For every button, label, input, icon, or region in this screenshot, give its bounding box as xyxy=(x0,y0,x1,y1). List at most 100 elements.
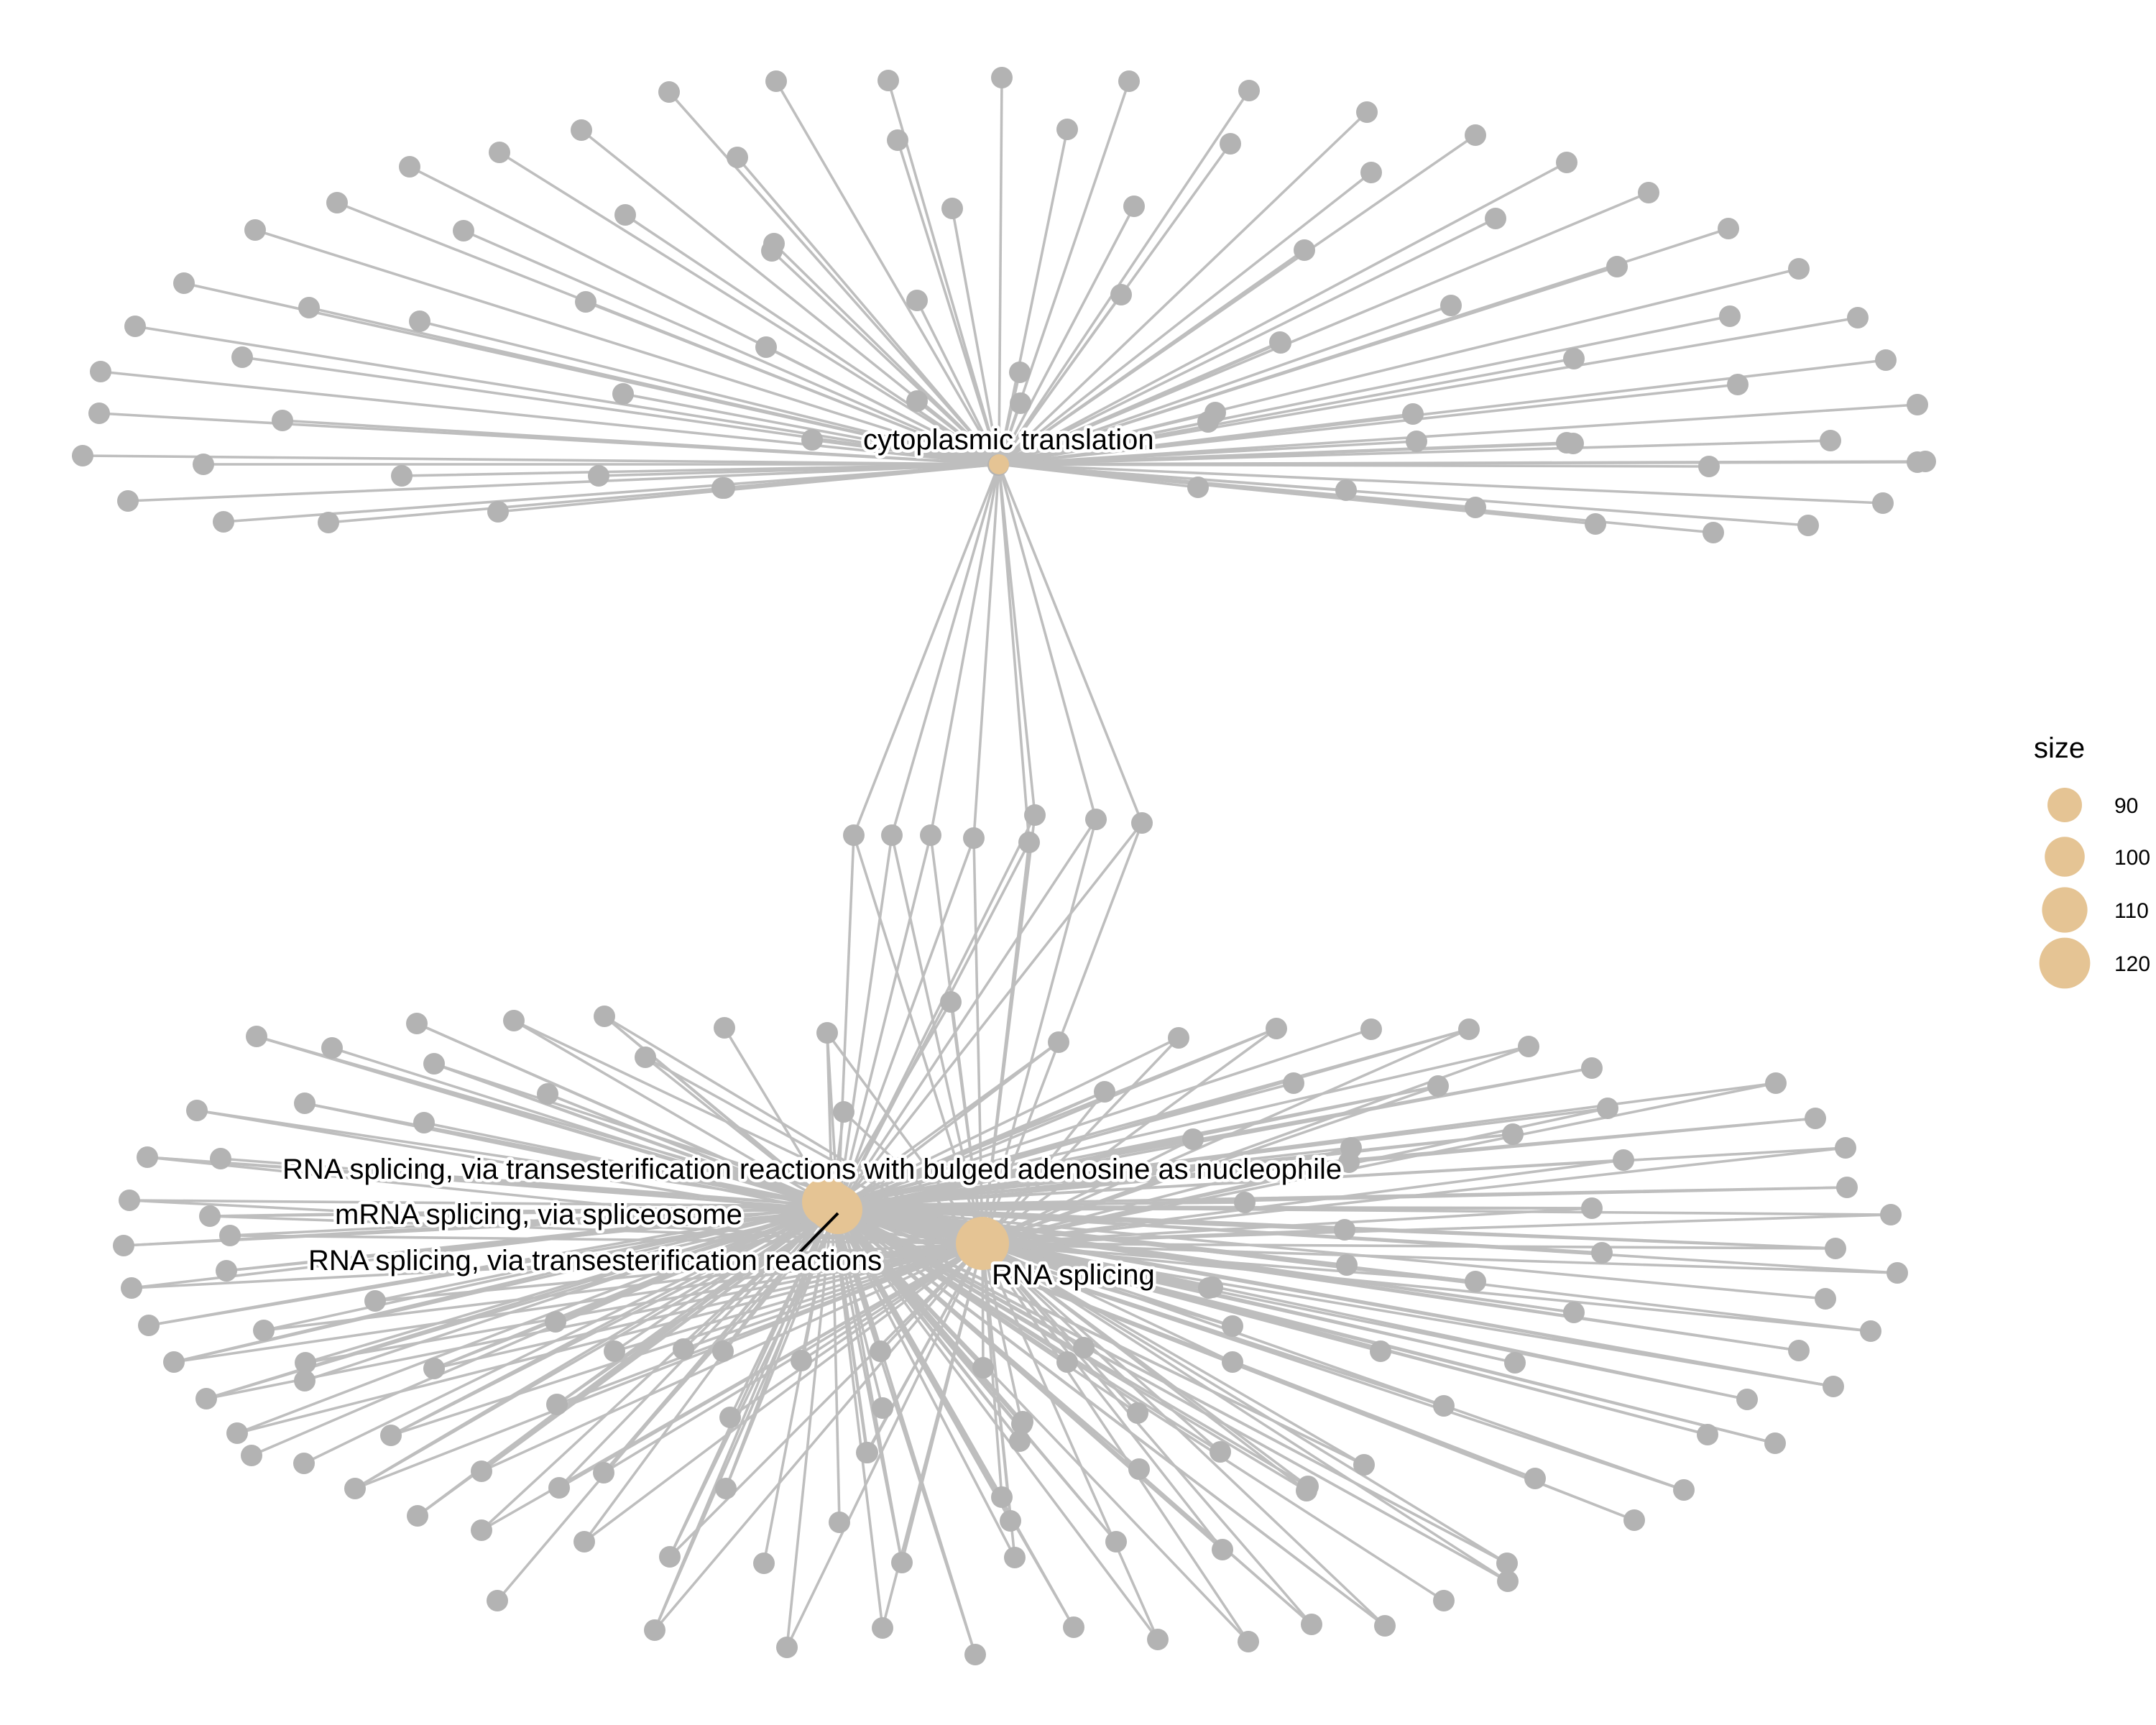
gene-node[interactable] xyxy=(226,1422,248,1444)
gene-node[interactable] xyxy=(1147,1629,1169,1650)
gene-node[interactable] xyxy=(1736,1389,1758,1410)
gene-node[interactable] xyxy=(1835,1137,1856,1159)
gene-node[interactable] xyxy=(881,824,903,846)
gene-node[interactable] xyxy=(906,390,928,412)
gene-node[interactable] xyxy=(891,1552,913,1573)
gene-node[interactable] xyxy=(1719,305,1741,327)
gene-node[interactable] xyxy=(715,1478,737,1499)
gene-node[interactable] xyxy=(1360,1018,1382,1040)
gene-node[interactable] xyxy=(906,290,928,311)
gene-node[interactable] xyxy=(1335,479,1357,501)
gene-node[interactable] xyxy=(1073,1337,1095,1358)
gene-node[interactable] xyxy=(1056,119,1078,140)
gene-node[interactable] xyxy=(1374,1615,1396,1637)
gene-node[interactable] xyxy=(1266,1018,1287,1039)
gene-node[interactable] xyxy=(399,156,420,178)
gene-node[interactable] xyxy=(1009,1430,1031,1452)
gene-node[interactable] xyxy=(1197,411,1219,433)
gene-node[interactable] xyxy=(1497,1570,1519,1592)
gene-node[interactable] xyxy=(1063,1616,1084,1638)
gene-node[interactable] xyxy=(1433,1395,1455,1417)
gene-node[interactable] xyxy=(644,1619,665,1641)
gene-node[interactable] xyxy=(1168,1027,1189,1049)
gene-node[interactable] xyxy=(575,291,596,313)
gene-node[interactable] xyxy=(1907,394,1928,415)
gene-node[interactable] xyxy=(1440,295,1462,316)
gene-node[interactable] xyxy=(719,1407,741,1428)
gene-node[interactable] xyxy=(1269,331,1291,353)
gene-node[interactable] xyxy=(588,465,609,487)
gene-node[interactable] xyxy=(1563,348,1585,369)
gene-node[interactable] xyxy=(1128,1458,1150,1480)
gene-node[interactable] xyxy=(1296,1480,1317,1501)
gene-node[interactable] xyxy=(1294,239,1315,261)
gene-node[interactable] xyxy=(113,1235,134,1256)
gene-node[interactable] xyxy=(295,1352,316,1374)
gene-node[interactable] xyxy=(272,410,293,431)
gene-node[interactable] xyxy=(1727,374,1749,395)
gene-node[interactable] xyxy=(1024,804,1046,826)
gene-node[interactable] xyxy=(1004,1547,1026,1568)
gene-node[interactable] xyxy=(119,1190,140,1211)
gene-node[interactable] xyxy=(423,1053,445,1075)
gene-node[interactable] xyxy=(1485,208,1506,229)
gene-node[interactable] xyxy=(776,1637,798,1658)
gene-node[interactable] xyxy=(199,1205,221,1227)
gene-node[interactable] xyxy=(503,1010,525,1031)
gene-node[interactable] xyxy=(1638,182,1659,203)
gene-node[interactable] xyxy=(920,824,941,846)
gene-node[interactable] xyxy=(1465,497,1486,518)
gene-node[interactable] xyxy=(571,119,592,141)
gene-node[interactable] xyxy=(294,1370,315,1392)
gene-node[interactable] xyxy=(1581,1197,1603,1219)
gene-node[interactable] xyxy=(1860,1320,1881,1342)
gene-node[interactable] xyxy=(210,1148,231,1169)
gene-node[interactable] xyxy=(318,512,339,533)
category-node-cytoplasmic-translation[interactable] xyxy=(989,454,1009,474)
gene-node[interactable] xyxy=(537,1083,558,1105)
gene-node[interactable] xyxy=(407,1505,428,1527)
gene-node[interactable] xyxy=(213,511,234,533)
gene-node[interactable] xyxy=(857,1442,878,1463)
gene-node[interactable] xyxy=(1127,1402,1148,1424)
gene-node[interactable] xyxy=(829,1512,850,1533)
gene-node[interactable] xyxy=(972,1357,994,1379)
gene-node[interactable] xyxy=(1825,1238,1846,1259)
gene-node[interactable] xyxy=(1836,1177,1858,1198)
gene-node[interactable] xyxy=(406,1013,428,1034)
gene-node[interactable] xyxy=(593,1462,614,1484)
gene-node[interactable] xyxy=(1336,1254,1358,1276)
gene-node[interactable] xyxy=(195,1388,217,1409)
gene-node[interactable] xyxy=(843,824,865,846)
gene-node[interactable] xyxy=(124,316,146,337)
gene-node[interactable] xyxy=(1556,152,1577,173)
gene-node[interactable] xyxy=(244,219,266,241)
gene-node[interactable] xyxy=(573,1531,595,1552)
gene-node[interactable] xyxy=(1370,1340,1391,1362)
gene-node[interactable] xyxy=(1820,430,1841,451)
gene-node[interactable] xyxy=(714,477,735,499)
gene-node[interactable] xyxy=(1805,1108,1826,1129)
gene-node[interactable] xyxy=(877,70,899,91)
gene-node[interactable] xyxy=(413,1112,435,1133)
gene-node[interactable] xyxy=(1334,1219,1355,1241)
gene-node[interactable] xyxy=(1010,392,1031,414)
gene-node[interactable] xyxy=(1202,1276,1223,1298)
gene-node[interactable] xyxy=(1797,515,1819,536)
gene-node[interactable] xyxy=(545,1311,566,1333)
gene-node[interactable] xyxy=(714,1017,735,1039)
gene-node[interactable] xyxy=(1563,1302,1585,1323)
gene-node[interactable] xyxy=(1110,284,1132,305)
gene-node[interactable] xyxy=(1283,1072,1304,1094)
gene-node[interactable] xyxy=(1222,1315,1243,1337)
gene-node[interactable] xyxy=(1433,1590,1455,1611)
gene-node[interactable] xyxy=(1606,256,1628,277)
gene-node[interactable] xyxy=(963,827,985,849)
gene-node[interactable] xyxy=(1788,1340,1810,1361)
gene-node[interactable] xyxy=(727,147,748,168)
gene-node[interactable] xyxy=(870,1340,891,1362)
gene-node[interactable] xyxy=(1458,1018,1480,1040)
gene-node[interactable] xyxy=(1094,1081,1115,1103)
gene-node[interactable] xyxy=(391,465,413,487)
gene-node[interactable] xyxy=(1591,1242,1613,1264)
